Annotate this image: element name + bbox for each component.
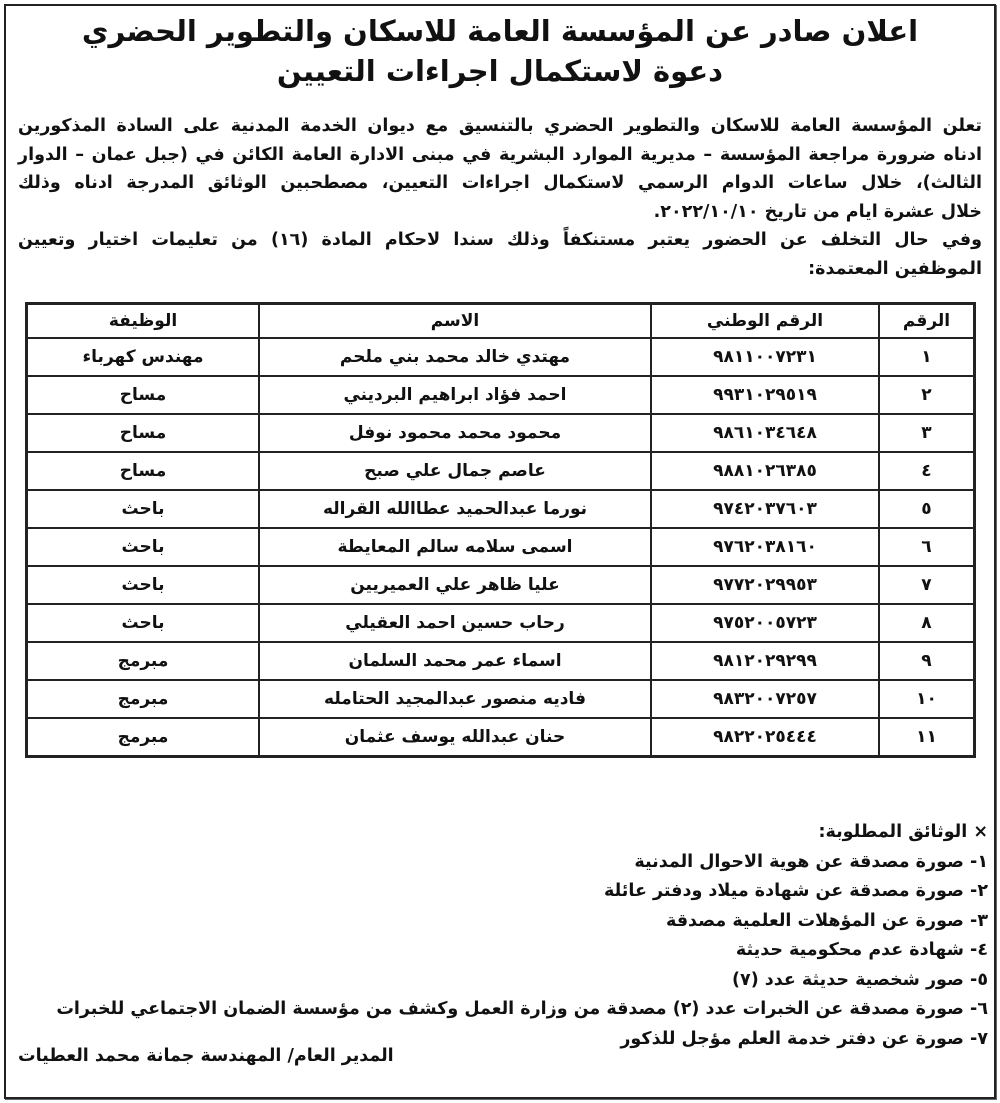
intro-line: الثالث)، خلال ساعات الدوام الرسمي لاستكم… [18,173,982,193]
cell-number: ٩ [878,641,976,681]
cell-national-id: ٩٧٧٢٠٢٩٩٥٣ [650,565,880,605]
cell-job: مساح [25,413,260,453]
cell-number: ١ [878,337,976,377]
cell-national-id: ٩٧٦٢٠٣٨١٦٠ [650,527,880,567]
cell-national-id: ٩٨٦١٠٣٤٦٤٨ [650,413,880,453]
announcement-title: اعلان صادر عن المؤسسة العامة للاسكان وال… [81,14,919,48]
cell-national-id: ٩٧٤٢٠٣٧٦٠٣ [650,489,880,529]
table-row: ٤ ٩٨٨١٠٢٦٣٨٥ عاصم جمال علي صبح مساح [25,451,976,491]
cell-number: ٧ [878,565,976,605]
cell-job: مبرمج [25,641,260,681]
cell-job: مساح [25,451,260,491]
candidates-table: الرقم الرقم الوطني الاسم الوظيفة ١ ٩٨١١٠٠… [25,302,976,758]
document-item: ٧- صورة عن دفتر خدمة العلم مؤجل للذكور [620,1028,988,1049]
cell-name: اسماء عمر محمد السلمان [258,641,652,681]
cell-national-id: ٩٨١١٠٠٧٢٣١ [650,337,880,377]
cell-job: باحث [25,565,260,605]
table-row: ٦ ٩٧٦٢٠٣٨١٦٠ اسمى سلامه سالم المعايطة باحث [25,527,976,567]
cell-job: باحث [25,527,260,567]
cell-job: باحث [25,603,260,643]
intro-line: ادناه ضرورة مراجعة المؤسسة – مديرية المو… [18,144,982,165]
cell-job: مساح [25,375,260,415]
cell-name: فاديه منصور عبدالمجيد الحتامله [258,679,652,719]
document-item: ٤- شهادة عدم محكومية حديثة [735,940,988,960]
intro-paragraph: تعلن المؤسسة العامة للاسكان والتطوير الح… [18,112,982,283]
cell-national-id: ٩٨٣٢٠٠٧٢٥٧ [650,679,880,719]
cell-job: مبرمج [25,679,260,719]
document-item: ٢- صورة مصدقة عن شهادة ميلاد ودفتر عائلة [604,881,988,901]
cell-name: عليا ظاهر علي العميريين [258,565,652,605]
cell-national-id: ٩٨٨١٠٢٦٣٨٥ [650,451,880,491]
cell-national-id: ٩٨٢٢٠٢٥٤٤٤ [650,717,880,758]
intro-line: خلال عشرة ايام من تاريخ ٢٠٢٢/١٠/١٠. [653,201,982,222]
cell-national-id: ٩٩٣١٠٢٩٥١٩ [650,375,880,415]
cell-name: محمود محمد محمود نوفل [258,413,652,453]
cell-job: مهندس كهرباء [25,337,260,377]
cell-name: حنان عبدالله يوسف عثمان [258,717,652,758]
cell-number: ٢ [878,375,976,415]
table-row: ٧ ٩٧٧٢٠٢٩٩٥٣ عليا ظاهر علي العميريين باحث [25,565,976,605]
cell-job: باحث [25,489,260,529]
document-item: ١- صورة مصدقة عن هوية الاحوال المدنية [634,851,988,872]
table-row: ٩ ٩٨١٢٠٢٩٢٩٩ اسماء عمر محمد السلمان مبرمج [25,641,976,681]
header-job: الوظيفة [25,302,260,339]
document-item: ٥- صور شخصية حديثة عدد (٧) [732,969,988,990]
intro-line: وفي حال التخلف عن الحضور يعتبر مستنكفاً … [18,230,982,250]
cell-number: ٦ [878,527,976,567]
cell-name: نورما عبدالحميد عطاالله القراله [258,489,652,529]
cell-name: احمد فؤاد ابراهيم البرديني [258,375,652,415]
cell-number: ٥ [878,489,976,529]
cell-name: عاصم جمال علي صبح [258,451,652,491]
cell-name: رحاب حسين احمد العقيلي [258,603,652,643]
cell-number: ١١ [878,717,976,758]
header-number: الرقم [878,302,976,339]
header-national-id: الرقم الوطني [650,302,880,339]
document-item: ٣- صورة عن المؤهلات العلمية مصدقة [665,910,988,931]
table-row: ٨ ٩٧٥٢٠٠٥٧٢٣ رحاب حسين احمد العقيلي باحث [25,603,976,643]
table-row: ١١ ٩٨٢٢٠٢٥٤٤٤ حنان عبدالله يوسف عثمان مبرمج [25,717,976,758]
cell-name: اسمى سلامه سالم المعايطة [258,527,652,567]
cell-job: مبرمج [25,717,260,758]
announcement-subtitle: دعوة لاستكمال اجراءات التعيين [276,54,724,88]
table-row: ١ ٩٨١١٠٠٧٢٣١ مهتدي خالد محمد بني ملحم مهندس… [25,337,976,377]
document-item: ٦- صورة مصدقة عن الخبرات عدد (٢) مصدقة م… [56,999,988,1019]
table-row: ٥ ٩٧٤٢٠٣٧٦٠٣ نورما عبدالحميد عطاالله القرا… [25,489,976,529]
signature: المدير العام/ المهندسة جمانة محمد العطيا… [18,1046,394,1066]
header-name: الاسم [258,302,652,339]
cell-national-id: ٩٧٥٢٠٠٥٧٢٣ [650,603,880,643]
cell-number: ١٠ [878,679,976,719]
intro-line: الموظفين المعتمدة: [808,258,982,279]
announcement-frame [4,4,996,1099]
table-body: ١ ٩٨١١٠٠٧٢٣١ مهتدي خالد محمد بني ملحم مهندس… [25,337,976,758]
documents-heading: × الوثائق المطلوبة: [818,822,988,842]
table-header-row: الرقم الرقم الوطني الاسم الوظيفة [25,302,976,339]
cell-name: مهتدي خالد محمد بني ملحم [258,337,652,377]
table-row: ١٠ ٩٨٣٢٠٠٧٢٥٧ فاديه منصور عبدالمجيد الحتام… [25,679,976,719]
intro-line: تعلن المؤسسة العامة للاسكان والتطوير الح… [18,116,982,136]
cell-number: ٤ [878,451,976,491]
cell-national-id: ٩٨١٢٠٢٩٢٩٩ [650,641,880,681]
table-row: ٣ ٩٨٦١٠٣٤٦٤٨ محمود محمد محمود نوفل مساح [25,413,976,453]
cell-number: ٨ [878,603,976,643]
cell-number: ٣ [878,413,976,453]
required-documents: × الوثائق المطلوبة: ١- صورة مصدقة عن هوي… [56,818,988,1054]
table-row: ٢ ٩٩٣١٠٢٩٥١٩ احمد فؤاد ابراهيم البرديني مسا… [25,375,976,415]
